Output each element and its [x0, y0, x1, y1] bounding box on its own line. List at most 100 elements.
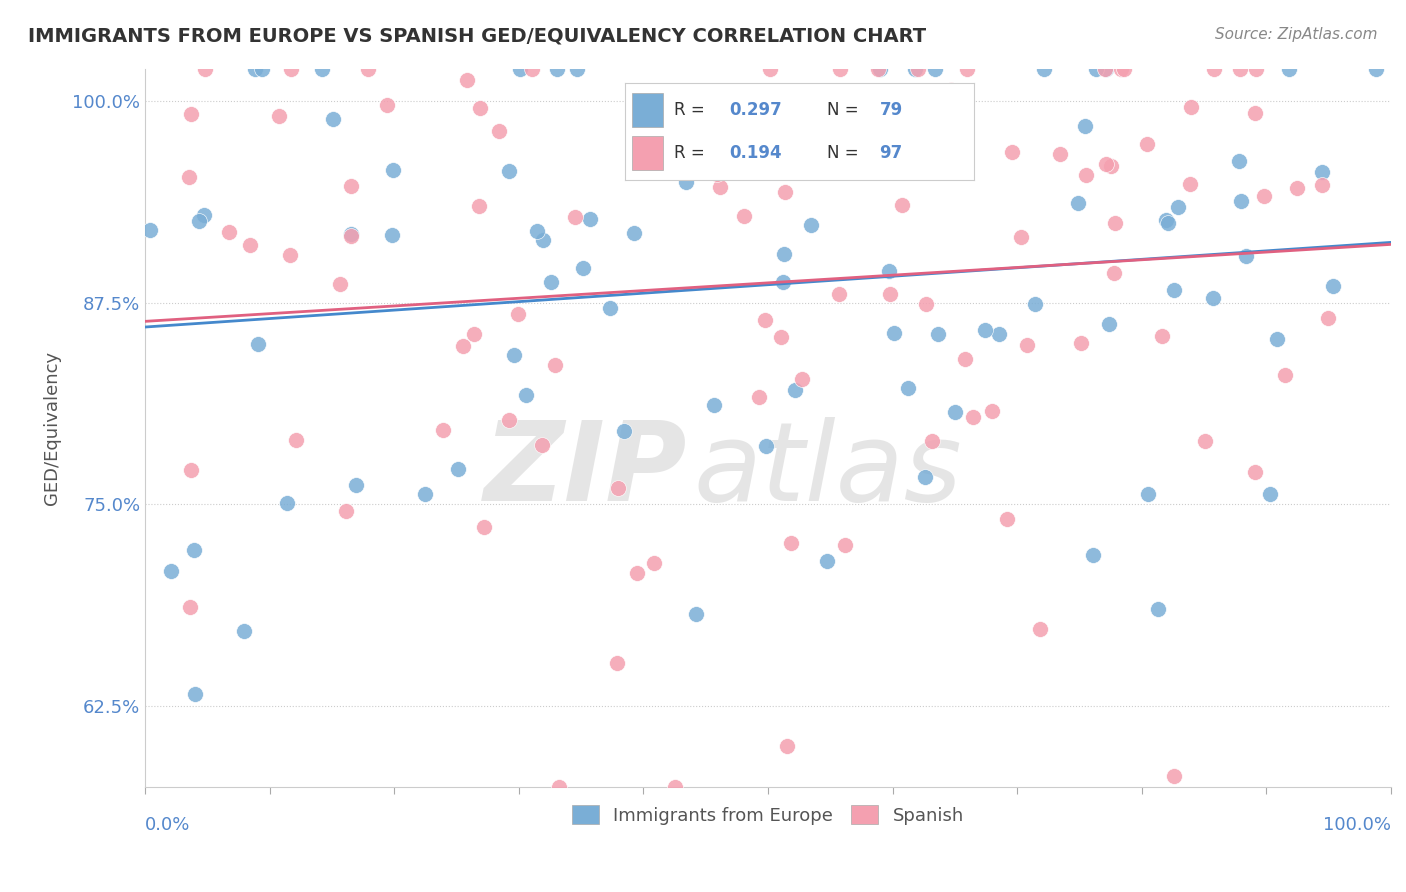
Point	[357, 62, 380, 76]
Legend: Immigrants from Europe, Spanish: Immigrants from Europe, Spanish	[565, 798, 972, 831]
Point	[340, 178, 363, 193]
Point	[1157, 216, 1180, 230]
Point	[897, 381, 920, 395]
Point	[1277, 62, 1299, 76]
Point	[643, 556, 665, 570]
Point	[1029, 622, 1052, 636]
Point	[995, 512, 1018, 526]
Point	[468, 101, 491, 115]
Point	[531, 233, 554, 247]
Point	[180, 463, 202, 477]
Point	[1317, 310, 1340, 325]
Point	[1076, 168, 1098, 182]
Point	[1258, 487, 1281, 501]
Point	[1099, 160, 1122, 174]
Point	[488, 124, 510, 138]
Point	[879, 286, 901, 301]
Point	[962, 409, 984, 424]
Point	[526, 224, 548, 238]
Point	[179, 170, 201, 185]
Point	[375, 98, 398, 112]
Point	[748, 390, 770, 404]
Point	[599, 301, 621, 315]
Text: ZIP: ZIP	[484, 417, 688, 524]
Point	[815, 553, 838, 567]
Point	[907, 62, 929, 76]
Point	[432, 423, 454, 437]
Point	[758, 62, 780, 76]
Point	[606, 657, 628, 671]
Text: IMMIGRANTS FROM EUROPE VS SPANISH GED/EQUIVALENCY CORRELATION CHART: IMMIGRANTS FROM EUROPE VS SPANISH GED/EQ…	[28, 27, 927, 45]
Point	[506, 307, 529, 321]
Point	[179, 599, 201, 614]
Point	[879, 264, 901, 278]
Point	[945, 405, 967, 419]
Point	[1150, 328, 1173, 343]
Point	[891, 198, 914, 212]
Point	[344, 478, 367, 492]
Point	[233, 624, 256, 639]
Point	[1049, 146, 1071, 161]
Point	[572, 261, 595, 276]
Point	[828, 286, 851, 301]
Point	[828, 62, 851, 76]
Point	[915, 296, 938, 310]
Point	[239, 237, 262, 252]
Point	[381, 163, 404, 178]
Point	[1253, 188, 1275, 202]
Point	[193, 208, 215, 222]
Point	[869, 62, 891, 76]
Point	[945, 126, 967, 140]
Point	[285, 433, 308, 447]
Point	[955, 62, 977, 76]
Point	[183, 542, 205, 557]
Point	[754, 312, 776, 326]
Point	[755, 439, 778, 453]
Point	[914, 470, 936, 484]
Point	[1085, 62, 1108, 76]
Point	[1310, 164, 1333, 178]
Point	[834, 539, 856, 553]
Point	[1322, 278, 1344, 293]
Point	[1230, 194, 1253, 208]
Point	[703, 398, 725, 412]
Point	[246, 336, 269, 351]
Point	[509, 62, 531, 76]
Point	[1095, 157, 1118, 171]
Point	[184, 688, 207, 702]
Point	[1167, 201, 1189, 215]
Point	[772, 275, 794, 289]
Text: 0.0%: 0.0%	[145, 815, 190, 834]
Point	[709, 180, 731, 194]
Point	[1081, 548, 1104, 562]
Point	[1364, 62, 1386, 76]
Point	[872, 101, 894, 115]
Point	[790, 372, 813, 386]
Point	[451, 339, 474, 353]
Point	[1244, 465, 1267, 479]
Point	[773, 247, 796, 261]
Point	[139, 223, 162, 237]
Point	[1154, 212, 1177, 227]
Point	[530, 438, 553, 452]
Text: atlas: atlas	[693, 417, 962, 524]
Point	[1109, 62, 1132, 76]
Point	[340, 229, 363, 244]
Point	[540, 275, 562, 289]
Point	[1202, 62, 1225, 76]
Point	[927, 326, 949, 341]
Point	[773, 186, 796, 200]
Point	[1227, 153, 1250, 168]
Point	[783, 384, 806, 398]
Point	[1229, 62, 1251, 76]
Point	[1234, 249, 1257, 263]
Point	[623, 226, 645, 240]
Point	[447, 462, 470, 476]
Point	[1265, 333, 1288, 347]
Point	[1094, 62, 1116, 76]
Point	[626, 566, 648, 580]
Point	[800, 218, 823, 232]
Point	[1136, 136, 1159, 151]
Point	[1146, 602, 1168, 616]
Point	[474, 519, 496, 533]
